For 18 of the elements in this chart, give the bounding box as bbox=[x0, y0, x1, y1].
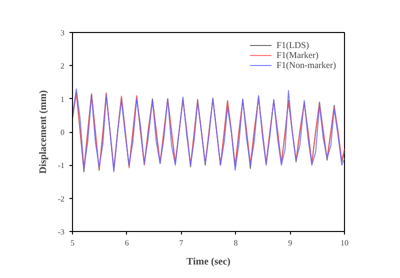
x-axis-title: Time (sec) bbox=[186, 256, 230, 268]
x-tick-label: 6 bbox=[124, 238, 129, 248]
x-tick-label: 10 bbox=[340, 238, 348, 248]
x-tick-label: 7 bbox=[179, 238, 184, 248]
x-tick-label: 5 bbox=[70, 238, 74, 248]
y-tick-label: -1 bbox=[58, 161, 65, 170]
y-axis-title: Displacement (mm) bbox=[38, 90, 49, 174]
y-tick-label: -3 bbox=[58, 228, 65, 236]
y-tick-label: 1 bbox=[60, 94, 64, 104]
y-tick-label: 0 bbox=[60, 128, 64, 137]
legend-label: F1(Non-marker) bbox=[276, 60, 336, 70]
y-tick-label: 3 bbox=[60, 28, 64, 38]
y-tick-label: -2 bbox=[58, 194, 65, 204]
legend-label: F1(Marker) bbox=[276, 50, 319, 60]
y-tick-label: 2 bbox=[60, 62, 64, 71]
x-tick-label: 8 bbox=[234, 238, 238, 248]
legend-label: F1(LDS) bbox=[276, 40, 310, 50]
x-tick-label: 9 bbox=[288, 238, 292, 248]
